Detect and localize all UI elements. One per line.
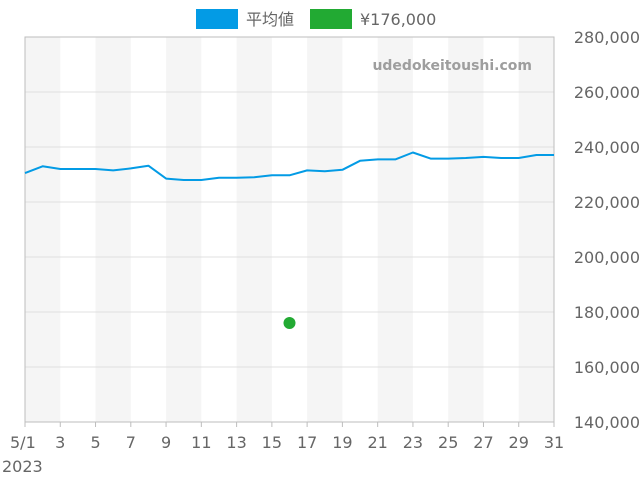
y-tick-label: 240,000	[574, 138, 640, 157]
x-tick-label: 13	[226, 433, 246, 452]
x-tick-label: 15	[262, 433, 282, 452]
watermark: udedokeitoushi.com	[372, 58, 532, 74]
background-band	[518, 37, 554, 422]
legend-label: 平均値	[246, 10, 294, 29]
y-tick-label: 260,000	[574, 83, 640, 102]
legend-swatch	[196, 9, 238, 29]
background-band	[95, 37, 131, 422]
x-tick-label: 27	[473, 433, 493, 452]
x-tick-label: 17	[297, 433, 317, 452]
legend: 平均値 ¥176,000	[196, 9, 436, 29]
background-bands	[25, 37, 554, 422]
x-tick-label: 19	[332, 433, 352, 452]
background-band	[236, 37, 272, 422]
x-tick-label: 29	[509, 433, 529, 452]
background-band	[25, 37, 61, 422]
legend-swatch	[310, 9, 352, 29]
background-band	[377, 37, 413, 422]
x-tick-label: 31	[544, 433, 564, 452]
y-tick-label: 140,000	[574, 413, 640, 432]
legend-label: ¥176,000	[360, 10, 436, 29]
x-axis-year-label: 2023	[2, 457, 43, 476]
x-tick-label: 7	[126, 433, 136, 452]
grid-lines	[25, 36, 554, 423]
x-axis-ticks: 5/1 3 5 7 9 11 13 15 17 19 21 23 25 27 29 31	[10, 422, 564, 452]
x-tick-label: 25	[438, 433, 458, 452]
y-tick-label: 180,000	[574, 303, 640, 322]
x-tick-label: 5/1	[10, 433, 36, 452]
y-tick-label: 220,000	[574, 193, 640, 212]
plot-frame	[24, 36, 555, 423]
x-tick-label: 21	[367, 433, 387, 452]
x-tick-label: 3	[55, 433, 65, 452]
x-tick-label: 5	[90, 433, 100, 452]
y-tick-label: 280,000	[574, 28, 640, 47]
background-band	[166, 37, 202, 422]
series-layer	[24, 151, 554, 329]
y-tick-label: 160,000	[574, 358, 640, 377]
background-band	[448, 37, 484, 422]
background-band	[307, 37, 343, 422]
y-tick-label: 200,000	[574, 248, 640, 267]
y-axis-ticks: 140,000 160,000 180,000 200,000 220,000 240,0…	[574, 28, 640, 432]
x-tick-label: 11	[191, 433, 211, 452]
average-price-line	[24, 151, 554, 181]
price-point	[283, 317, 296, 329]
x-tick-label: 9	[161, 433, 171, 452]
x-tick-label: 23	[403, 433, 423, 452]
